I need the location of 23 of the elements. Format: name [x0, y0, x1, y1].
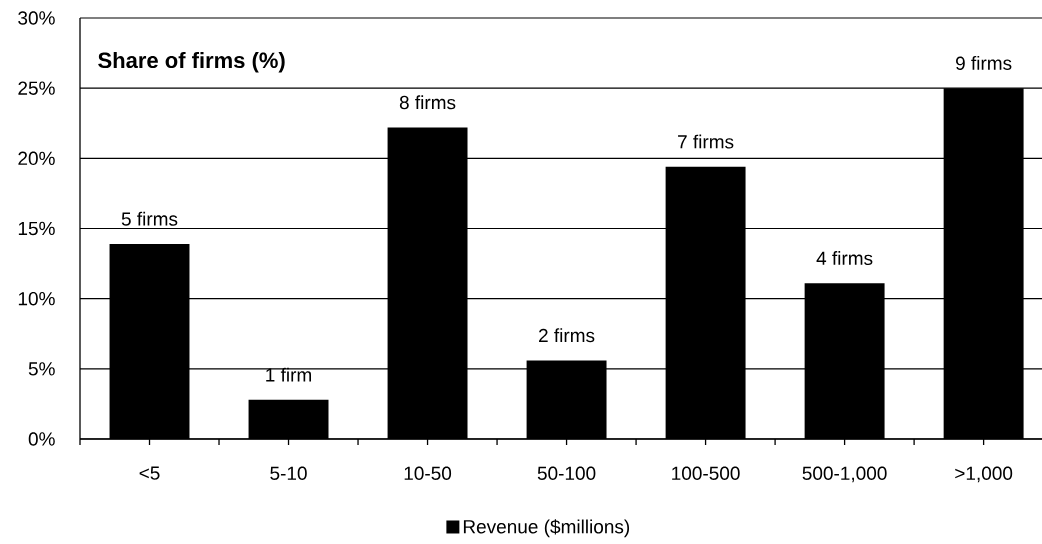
text: Share of firms (%) [98, 51, 285, 73]
annotation: 8 firms [399, 95, 456, 110]
y-tick-label: 25% [18, 81, 55, 95]
annotation: 4 firms [816, 251, 873, 266]
y-tick-label: 0% [28, 432, 55, 446]
annotation: 2 firms [539, 328, 595, 343]
y-tick-label: 10% [18, 291, 55, 306]
annotation: 5 firms [121, 211, 178, 226]
x-tick-label: 100-500 [672, 466, 740, 480]
y-tick-label: 15% [18, 221, 55, 236]
y-tick-label: 5% [28, 362, 55, 376]
x-tick-label: 50-100 [537, 466, 596, 480]
x-tick-label: 500-1,000 [802, 466, 887, 483]
annotation: 9 firms [956, 56, 1012, 70]
x-tick-label: 5-10 [270, 466, 307, 480]
y-tick-label: 30% [18, 11, 55, 25]
y-tick-label: 20% [18, 151, 55, 166]
annotation: 1 firm [266, 367, 311, 382]
x-tick-label: >1,000 [955, 466, 1013, 483]
x-tick-label: 10-50 [404, 466, 452, 480]
legend-label: Revenue ($millions) [463, 519, 630, 538]
x-tick-label: <5 [139, 466, 160, 480]
annotation: 7 firms [678, 134, 734, 149]
